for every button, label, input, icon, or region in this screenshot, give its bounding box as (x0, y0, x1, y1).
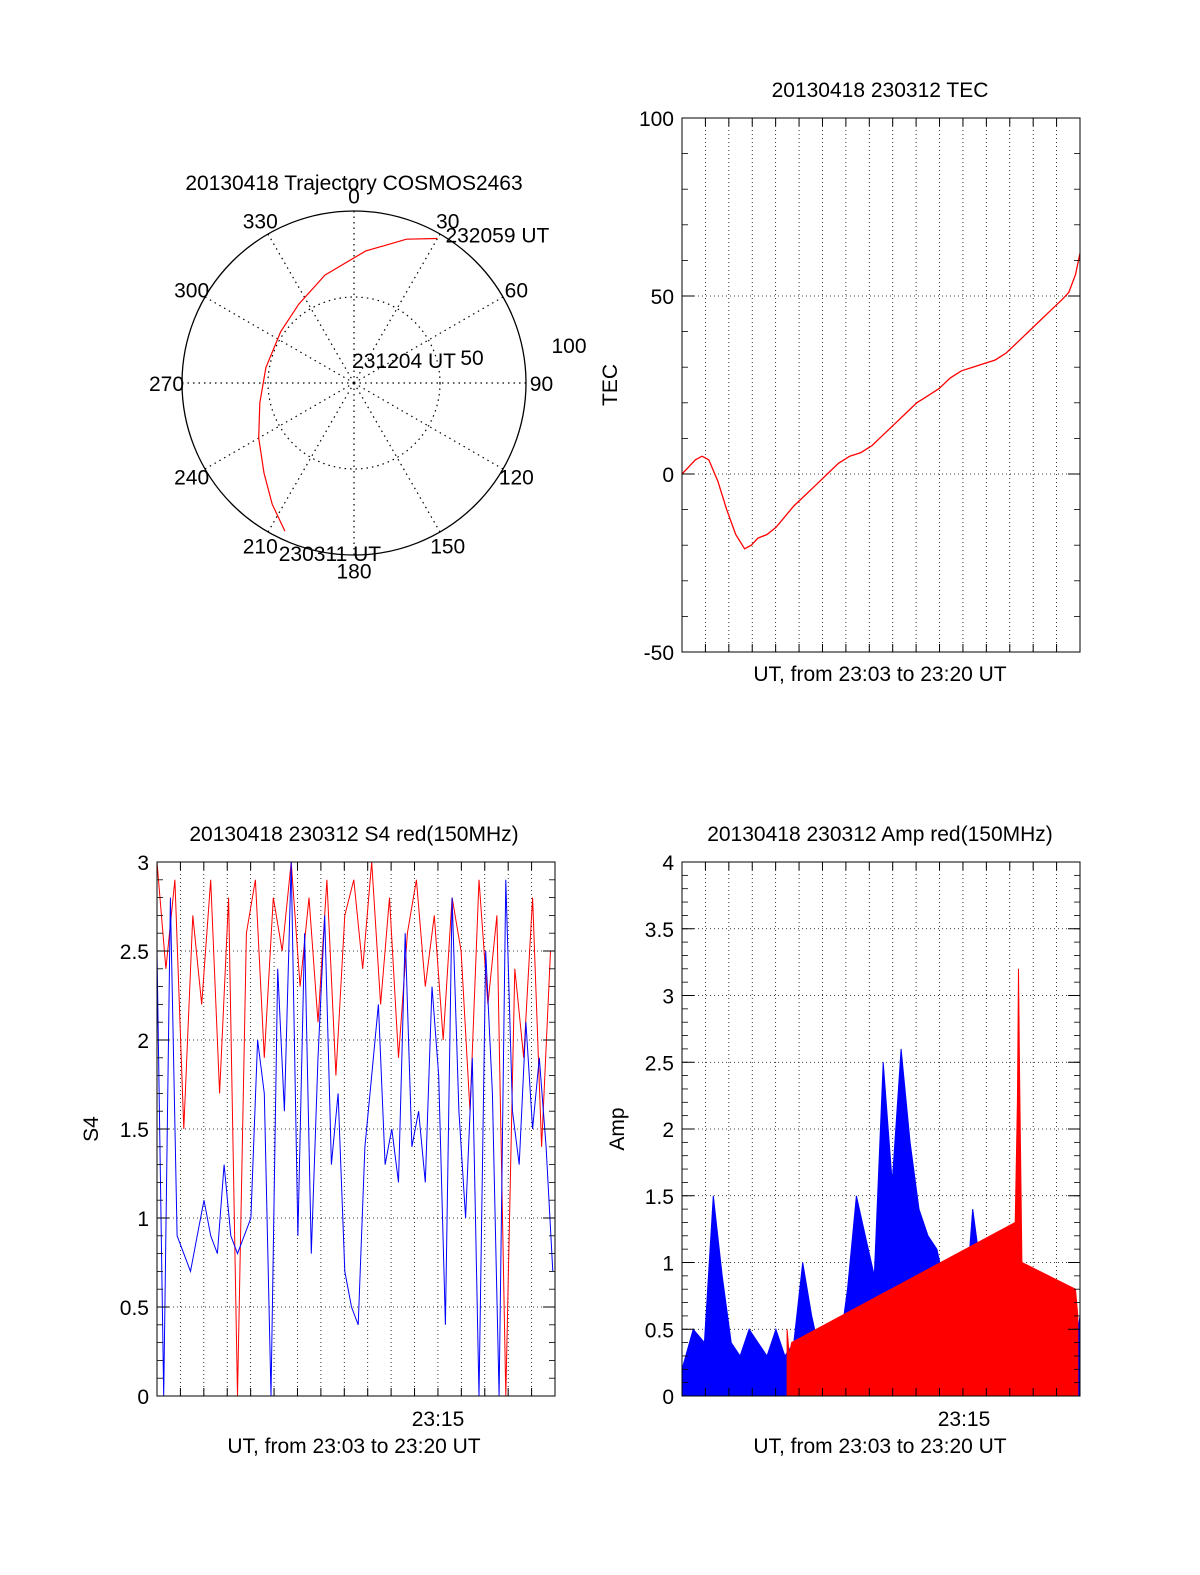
amp-xlabel: UT, from 23:03 to 23:20 UT (753, 1435, 1006, 1458)
y-tick-label: 4 (662, 852, 674, 875)
radial-label: 50 (460, 347, 483, 370)
tec-plot-frame (681, 117, 1081, 653)
polar-spoke (353, 296, 504, 384)
s4-panel: 20130418 230312 S4 red(150MHz) 0 0.5 1 1.5 2… (80, 823, 556, 1458)
y-tick-label: 3.5 (645, 919, 674, 942)
y-tick-label: 1 (137, 1208, 149, 1231)
azimuth-label: 60 (505, 279, 528, 302)
y-tick-label: 0 (137, 1386, 149, 1409)
y-tick-label: 3 (137, 852, 149, 875)
tec-ylabel: TEC (599, 364, 622, 406)
s4-series (156, 861, 554, 1397)
azimuth-label: 240 (174, 467, 209, 490)
y-tick-label: 100 (639, 108, 674, 131)
y-tick-label: 2 (137, 1030, 149, 1053)
trajectory-annotation: 231204 UT (352, 350, 456, 373)
trajectory-series (258, 237, 438, 532)
trajectory-annotation: 230311 UT (279, 543, 382, 566)
trajectory-panel: 20130418 Trajectory COSMOS2463 0 30 60 90 12… (149, 172, 587, 583)
tec-grid (682, 118, 1080, 652)
azimuth-label: 120 (499, 467, 534, 490)
azimuth-label: 210 (243, 535, 278, 558)
y-tick-label: 50 (651, 286, 674, 309)
y-tick-label: 1.5 (120, 1119, 149, 1142)
polar-inner-circle (267, 296, 441, 470)
s4-grid (157, 862, 555, 1396)
trajectory-line (258, 237, 438, 532)
polar-spoke (353, 233, 441, 384)
tec-xlabel: UT, from 23:03 to 23:20 UT (753, 663, 1006, 686)
radial-label: 100 (551, 335, 586, 358)
azimuth-label: 300 (174, 279, 209, 302)
s4-title: 20130418 230312 S4 red(150MHz) (189, 823, 518, 846)
y-tick-label: 2 (662, 1119, 674, 1142)
s4-plot-frame (156, 861, 556, 1397)
y-tick-label: 2.5 (120, 941, 149, 964)
amp-panel: 20130418 230312 Amp red(150MHz) 0 0.5 1 1.5… (606, 823, 1081, 1458)
amp-xtick-label: 23:15 (938, 1408, 991, 1431)
amp-ylabel: Amp (606, 1107, 629, 1150)
polar-spoke (353, 382, 441, 533)
y-tick-label: 2.5 (645, 1052, 674, 1075)
azimuth-label: 30 (436, 211, 459, 234)
y-tick-label: 0.5 (645, 1319, 674, 1342)
trajectory-title: 20130418 Trajectory COSMOS2463 (185, 172, 522, 195)
azimuth-label: 330 (243, 211, 278, 234)
azimuth-label: 180 (336, 560, 371, 583)
y-tick-label: 0.5 (120, 1297, 149, 1320)
azimuth-label: 90 (530, 373, 553, 396)
s4-ticks: 0 0.5 1 1.5 2 2.5 3 (120, 852, 555, 1409)
s4-xlabel: UT, from 23:03 to 23:20 UT (227, 1435, 480, 1458)
polar-spoke (267, 382, 355, 533)
y-tick-label: 1 (662, 1253, 674, 1276)
y-tick-label: 1.5 (645, 1186, 674, 1209)
s4-xtick-label: 23:15 (412, 1408, 465, 1431)
y-tick-label: 3 (662, 986, 674, 1009)
trajectory-annotation: 232059 UT (445, 225, 549, 248)
y-tick-label: 0 (662, 464, 674, 487)
amp-series (681, 968, 1081, 1397)
polar-spoke (267, 233, 355, 384)
azimuth-label: 270 (149, 373, 184, 396)
y-tick-label: 0 (662, 1386, 674, 1409)
y-tick-label: -50 (644, 642, 674, 665)
trajectory-annotations: 232059 UT 231204 UT 230311 UT (279, 225, 550, 567)
tec-series (681, 253, 1081, 550)
polar-spoke (204, 296, 355, 384)
series-line-1 (156, 861, 554, 1397)
tec-ticks: 100 50 0 -50 (639, 108, 1080, 665)
azimuth-label: 0 (348, 186, 360, 209)
amp-title: 20130418 230312 Amp red(150MHz) (707, 823, 1053, 846)
amp-ticks: 0 0.5 1 1.5 2 2.5 3 3.5 4 (645, 852, 1080, 1409)
tec-panel: 20130418 230312 TEC 100 50 0 -50 UT, from 2… (599, 79, 1081, 686)
s4-ylabel: S4 (80, 1116, 103, 1142)
series-line-0 (681, 253, 1081, 550)
tec-title: 20130418 230312 TEC (772, 79, 989, 102)
polar-spoke (353, 382, 504, 470)
polar-grid (181, 210, 527, 556)
series-line-0 (156, 861, 551, 1397)
polar-spoke (204, 382, 355, 470)
azimuth-label: 150 (430, 535, 465, 558)
polar-labels: 0 30 60 90 120 150 180 210 240 270 300 330 50 100 (149, 186, 587, 584)
series-area-1 (786, 968, 1079, 1397)
